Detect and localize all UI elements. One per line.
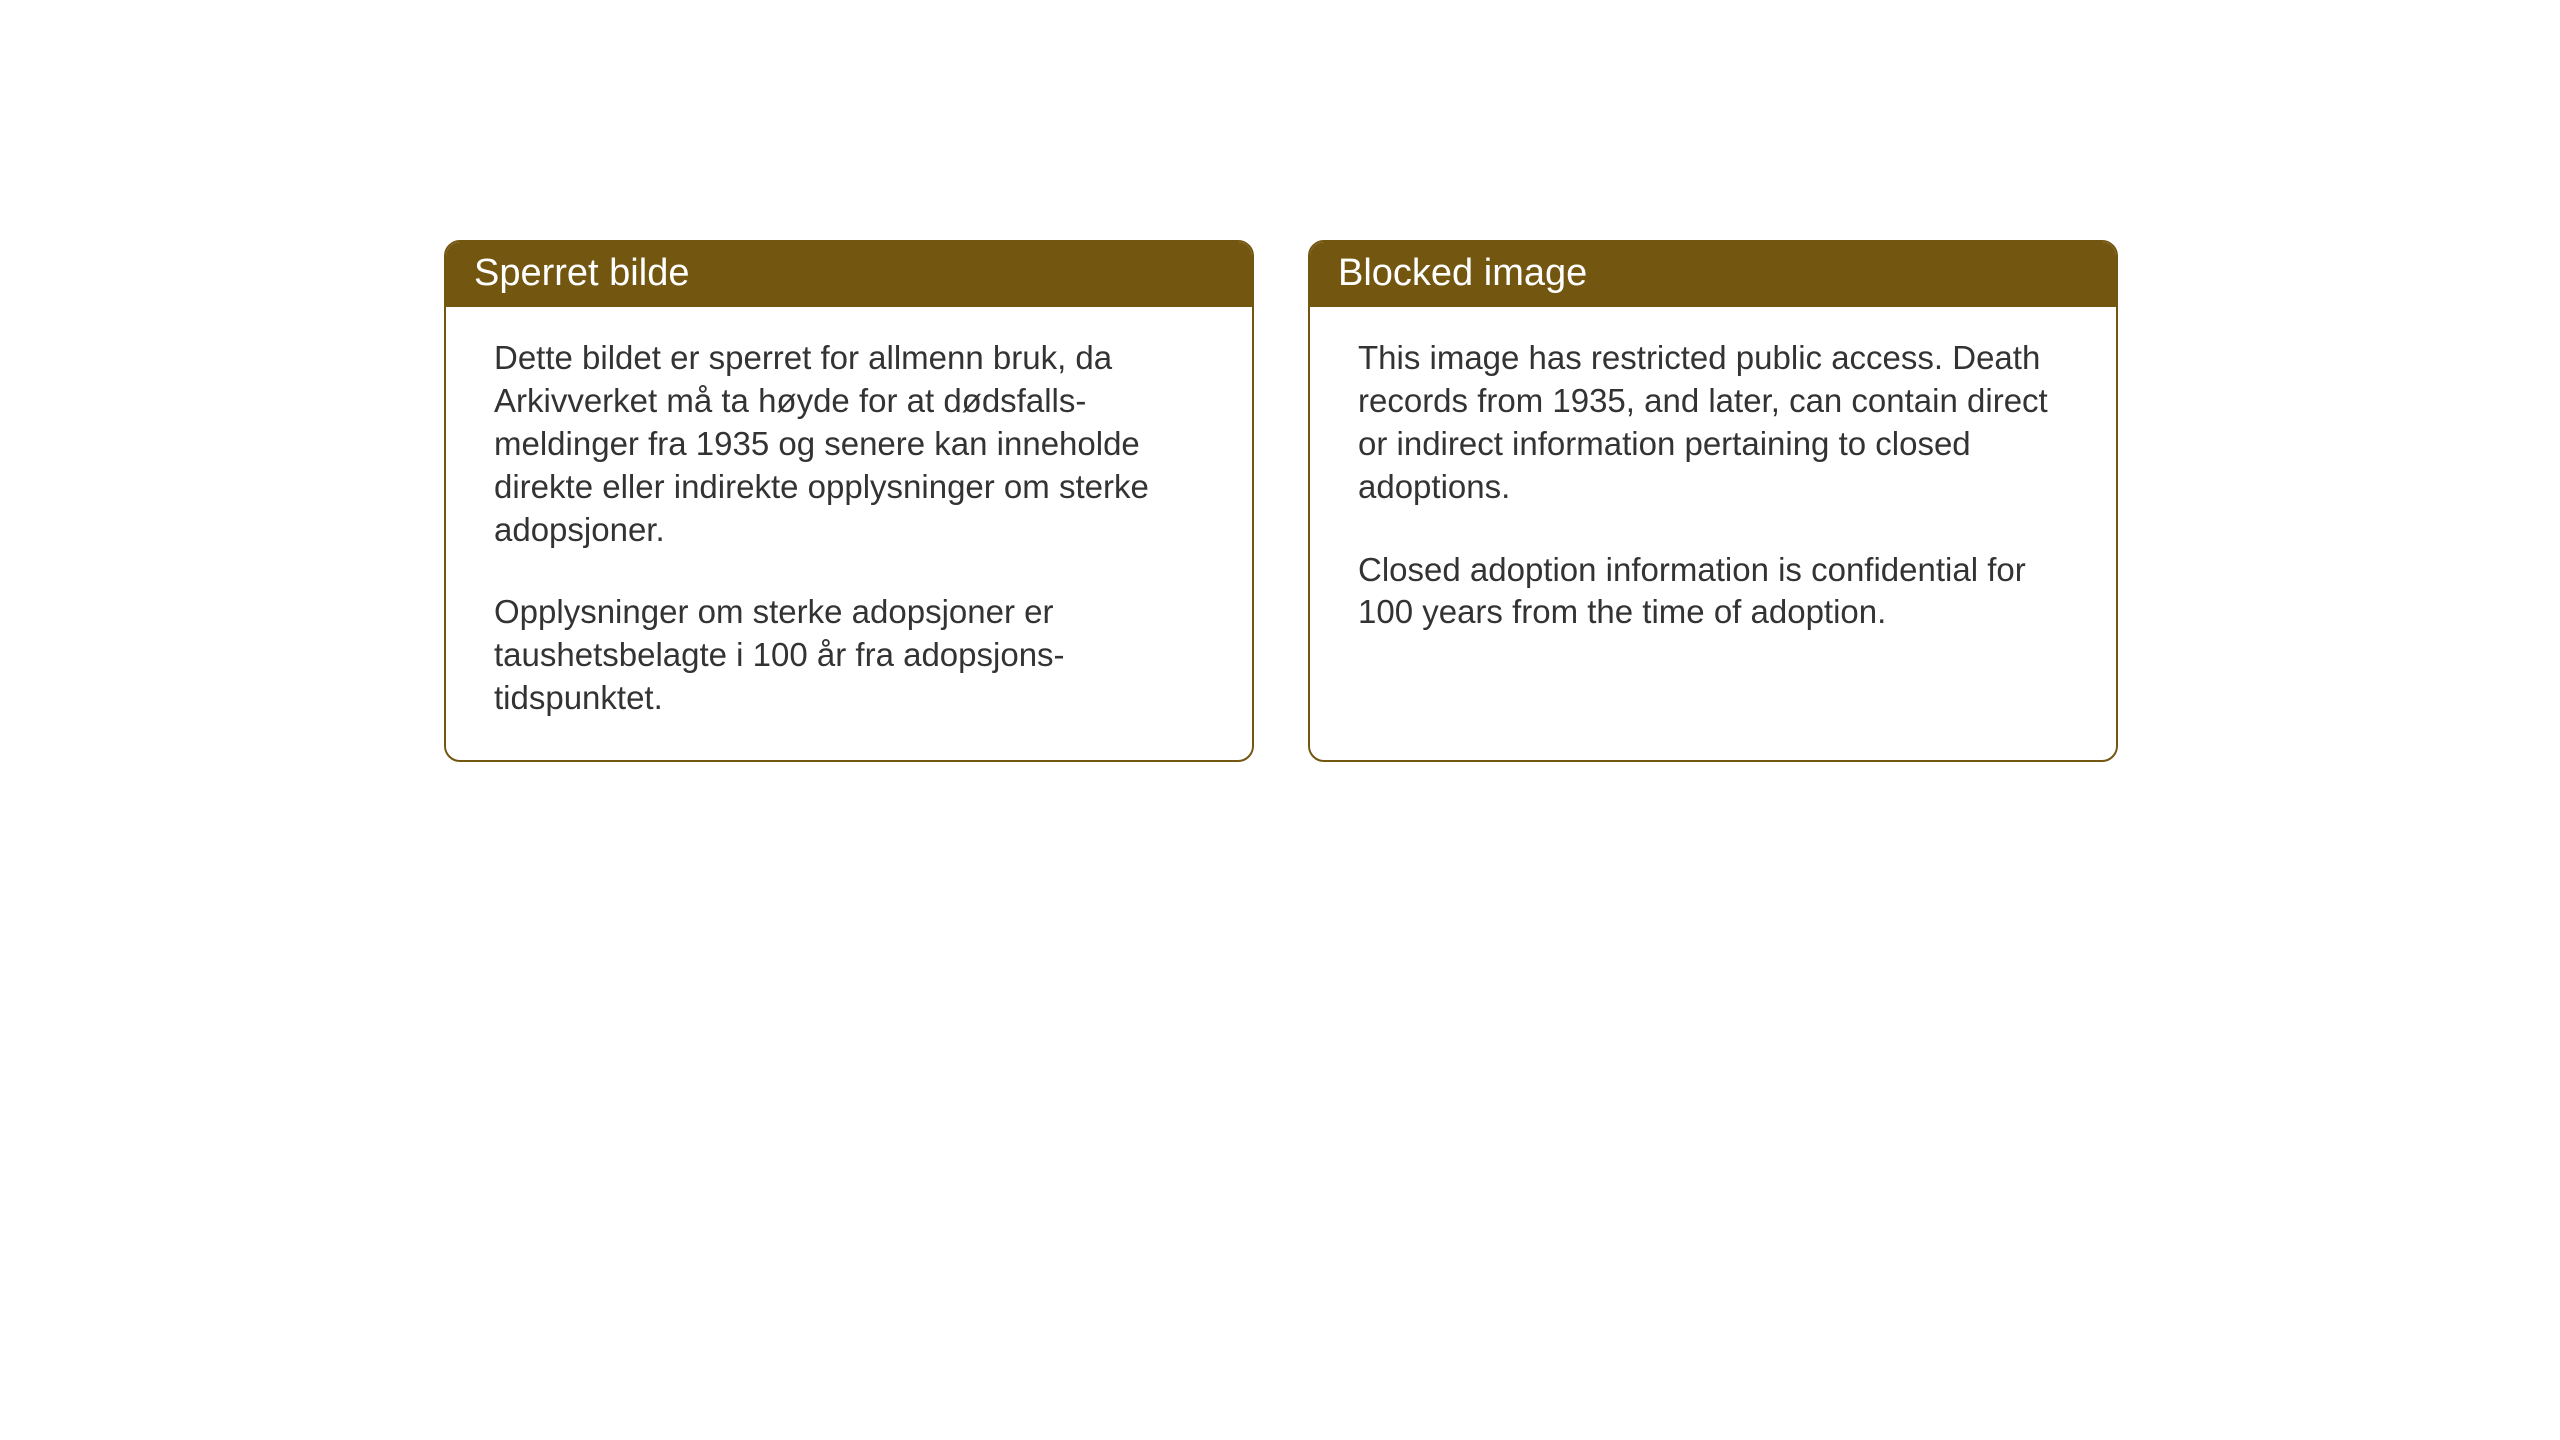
notice-paragraph: Closed adoption information is confident… (1358, 549, 2072, 635)
notice-body-english: This image has restricted public access.… (1310, 307, 2116, 755)
notice-paragraph: Dette bildet er sperret for allmenn bruk… (494, 337, 1208, 551)
notice-header-norwegian: Sperret bilde (446, 242, 1252, 307)
notice-paragraph: This image has restricted public access.… (1358, 337, 2072, 509)
notice-body-norwegian: Dette bildet er sperret for allmenn bruk… (446, 307, 1252, 760)
notice-card-english: Blocked image This image has restricted … (1308, 240, 2118, 762)
notice-container: Sperret bilde Dette bildet er sperret fo… (0, 0, 2560, 762)
notice-paragraph: Opplysninger om sterke adopsjoner er tau… (494, 591, 1208, 720)
notice-header-english: Blocked image (1310, 242, 2116, 307)
notice-card-norwegian: Sperret bilde Dette bildet er sperret fo… (444, 240, 1254, 762)
